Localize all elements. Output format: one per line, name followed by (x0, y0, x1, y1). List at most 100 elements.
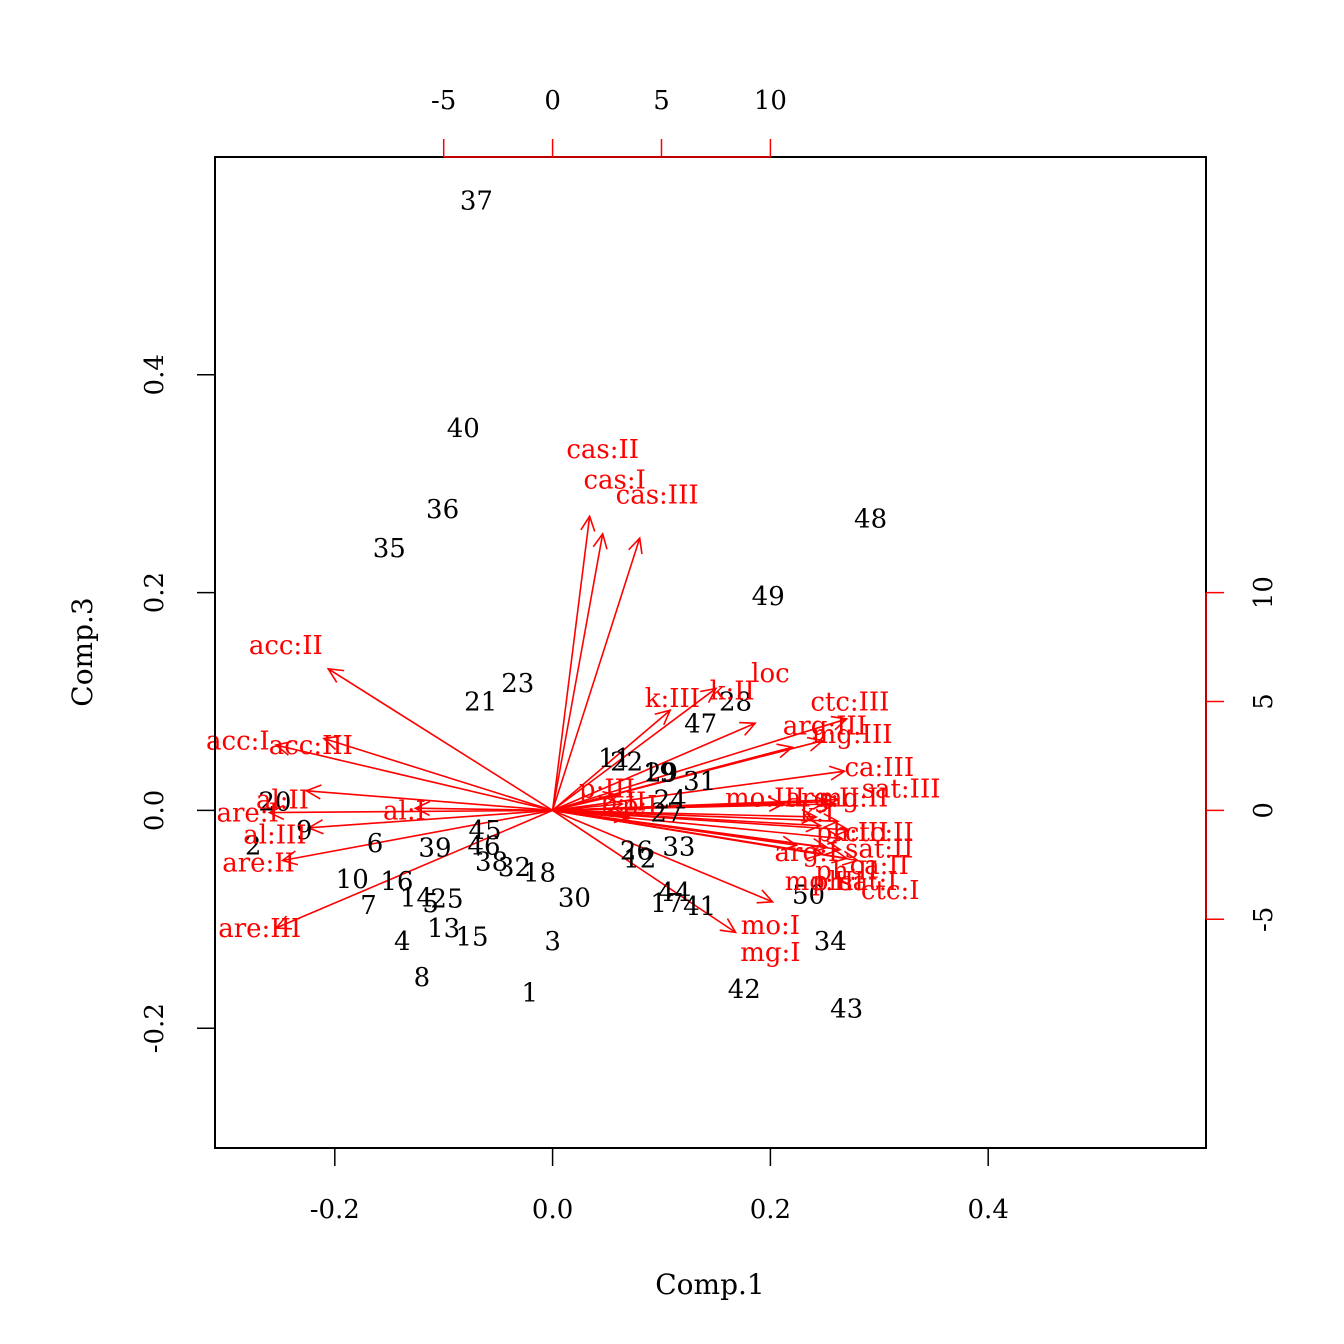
arrow-head (592, 531, 608, 550)
loading-arrow (274, 740, 553, 812)
arrow-head (700, 687, 718, 704)
loading-label: p:II (600, 788, 646, 818)
arrow-shaft (552, 687, 717, 812)
x-tick-label: -0.2 (310, 1195, 360, 1225)
observation-label: 38 (475, 848, 508, 878)
loading-arrow (552, 721, 757, 812)
arrow-shaft (552, 739, 823, 812)
observation-label: 11 (598, 744, 631, 774)
loading-label: sat:II (845, 835, 914, 865)
loading-label: p:III (579, 775, 635, 805)
loading-label: acc:II (249, 631, 323, 661)
loading-arrow (322, 735, 553, 812)
arrow-shaft (552, 803, 623, 812)
arrow-shaft (552, 809, 629, 818)
observation-label: 12 (623, 844, 656, 874)
observation-label: 16 (380, 867, 413, 897)
loading-label: al:II (256, 786, 309, 816)
arrow-shaft (327, 668, 554, 812)
loading-label: ph:III (816, 818, 889, 848)
observation-label: 7 (360, 891, 377, 921)
arrow-shaft (552, 809, 736, 934)
arrow-shaft (551, 533, 604, 811)
arrow-head (820, 796, 838, 812)
loading-label: ca:II (850, 851, 909, 881)
loading-label: arg:II (786, 783, 860, 813)
observation-label: 13 (427, 914, 460, 944)
arrow-shaft (415, 807, 553, 812)
loading-label: mg:II (818, 783, 889, 813)
loading-arrow (413, 800, 553, 817)
loading-label: al:III (243, 820, 306, 850)
loading-label: arg:I (775, 838, 839, 868)
observation-label: 2 (245, 831, 262, 861)
arrow-head (801, 808, 818, 825)
loading-label: ctc:I (861, 876, 920, 906)
loading-arrow (267, 804, 553, 821)
loading-label: are:II (222, 849, 295, 879)
arrow-shaft (552, 803, 836, 812)
loading-arrow (306, 809, 553, 835)
loading-arrow (551, 536, 643, 811)
x-axis-title: Comp.1 (655, 1268, 764, 1301)
arrow-head (805, 817, 823, 833)
arrow-head (267, 804, 285, 821)
loading-label: k:II (710, 677, 755, 707)
arrow-shaft (552, 794, 619, 812)
loading-arrow (552, 765, 847, 812)
arrow-head (274, 740, 292, 756)
arrow-head (280, 850, 299, 866)
loading-arrow (552, 790, 620, 812)
loading-arrow (552, 809, 738, 934)
observation-label: 19 (643, 758, 676, 788)
observation-label: 37 (460, 187, 493, 217)
arrow-head (824, 840, 842, 856)
loading-arrow (552, 709, 672, 812)
observation-label: 9 (296, 816, 313, 846)
loading-arrow (551, 514, 596, 811)
observation-label: 50 (792, 880, 825, 910)
loading-label: loc (751, 659, 790, 689)
arrow-head (613, 808, 631, 824)
arrow-shaft (306, 790, 553, 812)
arrow-head (719, 918, 738, 934)
loading-arrow (552, 796, 838, 812)
loading-arrow (552, 715, 849, 812)
arrow-shaft (323, 737, 553, 812)
loading-label: ctc:II (845, 818, 914, 848)
right-tick-label: 10 (1249, 576, 1279, 609)
arrow-shaft (552, 770, 845, 812)
loading-arrows (267, 514, 860, 934)
observation-label: 23 (501, 669, 534, 699)
loading-label: arg:III (783, 711, 867, 741)
arrow-shaft (552, 709, 671, 812)
loading-label: cas:I (583, 465, 645, 495)
top-tick-label: 0 (544, 86, 561, 116)
loading-label: ph:I (812, 867, 864, 897)
loading-label: k:III (645, 684, 700, 714)
observation-labels: 1234567891011121314151617181920212223242… (245, 187, 887, 1025)
arrow-head (833, 821, 851, 837)
arrow-shaft (275, 744, 553, 812)
observation-label: 47 (684, 709, 717, 739)
loading-label: sat:III (862, 775, 941, 805)
observation-label: 29 (645, 758, 678, 788)
loading-arrow (551, 531, 608, 811)
observation-label: 49 (752, 582, 785, 612)
observation-label: 21 (464, 688, 497, 718)
arrow-head (413, 800, 431, 817)
arrow-shaft (275, 809, 553, 929)
arrow-shaft (551, 537, 641, 811)
arrow-shaft (552, 809, 821, 827)
observation-label: 30 (558, 884, 591, 914)
arrow-head (830, 715, 849, 731)
arrow-head (326, 667, 345, 683)
loading-arrow (304, 784, 553, 812)
observation-label: 8 (414, 963, 431, 993)
observation-label: 44 (658, 878, 691, 908)
observation-label: 6 (367, 829, 384, 859)
y-tick-label: 0.2 (140, 572, 170, 613)
